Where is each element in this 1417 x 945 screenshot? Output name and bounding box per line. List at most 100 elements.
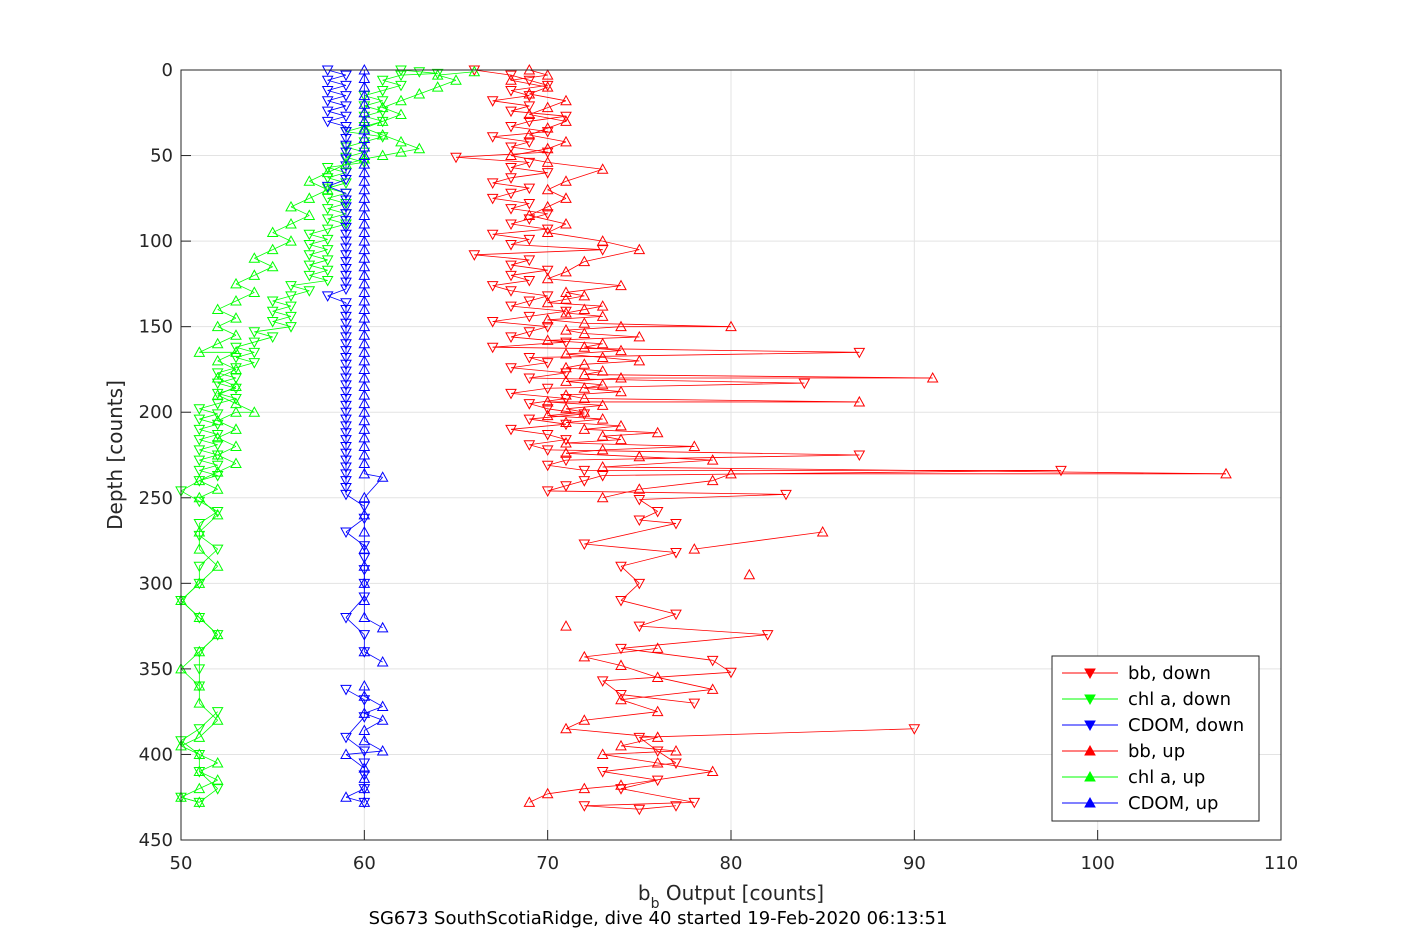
- data-point: [358, 175, 371, 186]
- data-point: [303, 250, 316, 261]
- data-point: [395, 108, 407, 119]
- data-point: [523, 296, 536, 308]
- series-segment: [565, 728, 658, 738]
- series-segment: [492, 100, 530, 107]
- data-point: [230, 457, 242, 469]
- data-point: [230, 373, 242, 385]
- legend-entry: chl a, down: [1062, 689, 1231, 710]
- series-segment: [565, 312, 603, 317]
- data-point: [230, 312, 242, 323]
- series-segment: [510, 269, 548, 276]
- data-point: [596, 767, 609, 778]
- data-point: [211, 756, 224, 768]
- data-point: [358, 796, 371, 807]
- data-point: [340, 469, 352, 480]
- series-segment: [455, 156, 530, 163]
- series-segment: [620, 736, 658, 747]
- data-point: [321, 265, 334, 277]
- data-point: [358, 423, 371, 434]
- data-point: [211, 378, 224, 390]
- data-point: [340, 387, 352, 398]
- data-point: [358, 508, 371, 520]
- data-point: [706, 474, 719, 486]
- data-point: [211, 506, 224, 518]
- series-segment: [199, 514, 218, 533]
- data-point: [340, 428, 352, 439]
- series-segment: [565, 452, 640, 458]
- series-segment: [492, 346, 860, 353]
- series-segment: [547, 401, 603, 406]
- data-point: [340, 448, 352, 460]
- data-point: [340, 332, 352, 343]
- data-point: [193, 414, 206, 426]
- legend-label: bb, up: [1128, 741, 1185, 762]
- x-tick-label: 90: [903, 853, 926, 874]
- data-point: [340, 325, 352, 337]
- data-point: [578, 289, 591, 301]
- data-point: [321, 106, 334, 118]
- data-point: [431, 81, 444, 92]
- series-segment: [180, 490, 200, 502]
- data-point: [560, 337, 572, 349]
- y-tick-label: 350: [139, 659, 173, 680]
- data-point: [340, 222, 352, 234]
- series-segment: [345, 531, 365, 547]
- series-segment: [364, 617, 383, 629]
- data-point: [596, 351, 609, 362]
- series-segment: [602, 432, 658, 437]
- data-point: [560, 217, 572, 229]
- data-point: [358, 98, 371, 109]
- legend-marker: [1084, 694, 1096, 706]
- data-point: [193, 543, 206, 554]
- series-segment: [510, 148, 548, 156]
- series-segment: [565, 350, 622, 355]
- series-segment: [565, 285, 622, 293]
- data-point: [541, 272, 554, 284]
- series-segment: [529, 115, 567, 122]
- series-segment: [492, 233, 530, 240]
- series-segment: [565, 391, 622, 396]
- data-point: [651, 671, 664, 682]
- data-point: [523, 128, 536, 140]
- data-point: [376, 96, 389, 107]
- data-point: [523, 157, 536, 169]
- data-point: [340, 250, 352, 261]
- data-point: [358, 525, 371, 537]
- series-segment: [492, 228, 548, 235]
- series-segment: [565, 454, 860, 461]
- data-point: [651, 775, 664, 787]
- legend-entry: chl a, up: [1062, 767, 1205, 788]
- data-point: [560, 435, 572, 446]
- data-point: [358, 166, 371, 178]
- data-point: [798, 378, 811, 390]
- series-segment: [584, 346, 622, 352]
- data-point: [340, 318, 352, 330]
- data-point: [266, 260, 279, 272]
- data-point: [596, 430, 609, 441]
- data-point: [358, 543, 371, 554]
- data-point: [541, 429, 554, 441]
- data-point: [248, 358, 261, 369]
- data-point: [340, 394, 352, 405]
- data-point: [266, 226, 279, 238]
- data-point: [358, 252, 371, 263]
- series-segment: [547, 464, 585, 471]
- data-point: [560, 416, 572, 427]
- data-point: [578, 368, 591, 380]
- data-point: [248, 269, 261, 280]
- data-point: [523, 399, 536, 410]
- data-point: [358, 329, 371, 340]
- data-point: [358, 363, 371, 374]
- data-point: [615, 320, 627, 332]
- data-point: [340, 352, 352, 364]
- data-point: [651, 506, 664, 518]
- data-point: [596, 399, 609, 410]
- series-segment: [492, 131, 548, 138]
- y-tick-label: 400: [139, 744, 173, 765]
- data-point: [358, 414, 371, 426]
- series-segment: [547, 278, 622, 286]
- data-point: [505, 240, 517, 251]
- data-point: [230, 329, 242, 340]
- series-segment: [620, 699, 658, 713]
